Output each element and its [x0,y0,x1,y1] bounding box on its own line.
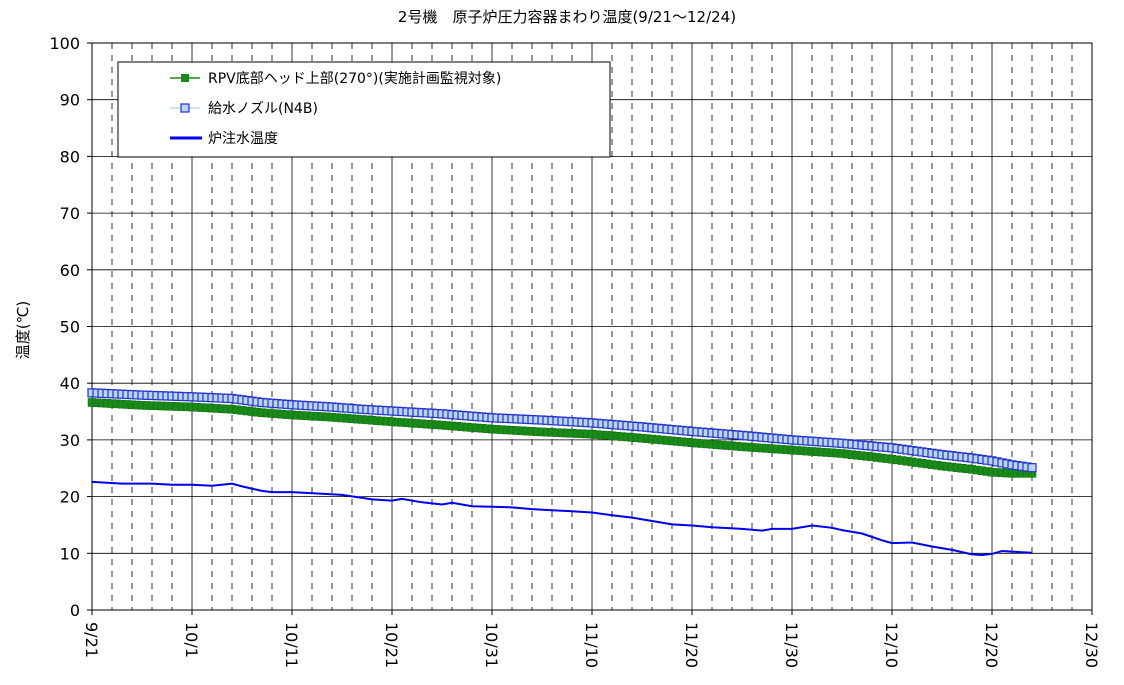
legend-item: RPV底部ヘッド上部(270°)(実施計画監視対象) [170,70,501,87]
x-tick-label: 11/10 [582,622,601,668]
legend-item: 給水ノズル(N4B) [170,101,318,117]
y-tick-label: 20 [60,488,80,507]
x-tick-label: 12/30 [1082,622,1101,668]
legend-label: RPV底部ヘッド上部(270°)(実施計画監視対象) [208,70,501,87]
y-tick-label: 70 [60,204,80,223]
y-tick-label: 60 [60,261,80,280]
legend-label: 給水ノズル(N4B) [208,101,318,117]
legend-marker [181,74,189,82]
x-tick-label: 10/1 [182,622,201,658]
legend-marker [180,103,190,113]
chart-title: 2号機 原子炉圧力容器まわり温度(9/21～12/24) [398,8,736,26]
y-tick-label: 100 [49,34,80,53]
x-tick-label: 10/31 [482,622,501,668]
y-axis-ticks: 0 10 20 30 40 50 60 70 80 90 100 [49,34,92,620]
legend-item: 炉注水温度 [170,131,278,147]
x-tick-label: 12/20 [982,622,1001,668]
x-tick-label: 12/10 [882,622,901,668]
series-2 [87,388,1037,473]
series-1 [87,398,1037,478]
x-tick-label: 11/30 [782,622,801,668]
y-tick-label: 90 [60,91,80,110]
y-tick-label: 30 [60,431,80,450]
x-tick-label: 11/20 [682,622,701,668]
series-3 [91,480,1033,557]
legend-label: 炉注水温度 [208,131,278,147]
data-point [1027,463,1037,473]
y-tick-label: 0 [70,601,80,620]
x-tick-label: 10/11 [282,622,301,668]
series-line [91,480,1033,557]
y-tick-label: 40 [60,374,80,393]
y-tick-label: 10 [60,544,80,563]
y-axis-label: 温度(℃) [14,301,32,360]
x-tick-label: 10/21 [382,622,401,668]
legend: RPV底部ヘッド上部(270°)(実施計画監視対象) 給水ノズル(N4B) 炉注水温… [117,61,611,158]
series [87,388,1037,557]
x-axis-ticks: 9/21 10/1 10/11 10/21 10/31 11/10 11/20 11/30 12… [82,610,1101,668]
y-tick-label: 80 [60,147,80,166]
x-tick-label: 9/21 [82,622,101,658]
y-tick-label: 50 [60,318,80,337]
